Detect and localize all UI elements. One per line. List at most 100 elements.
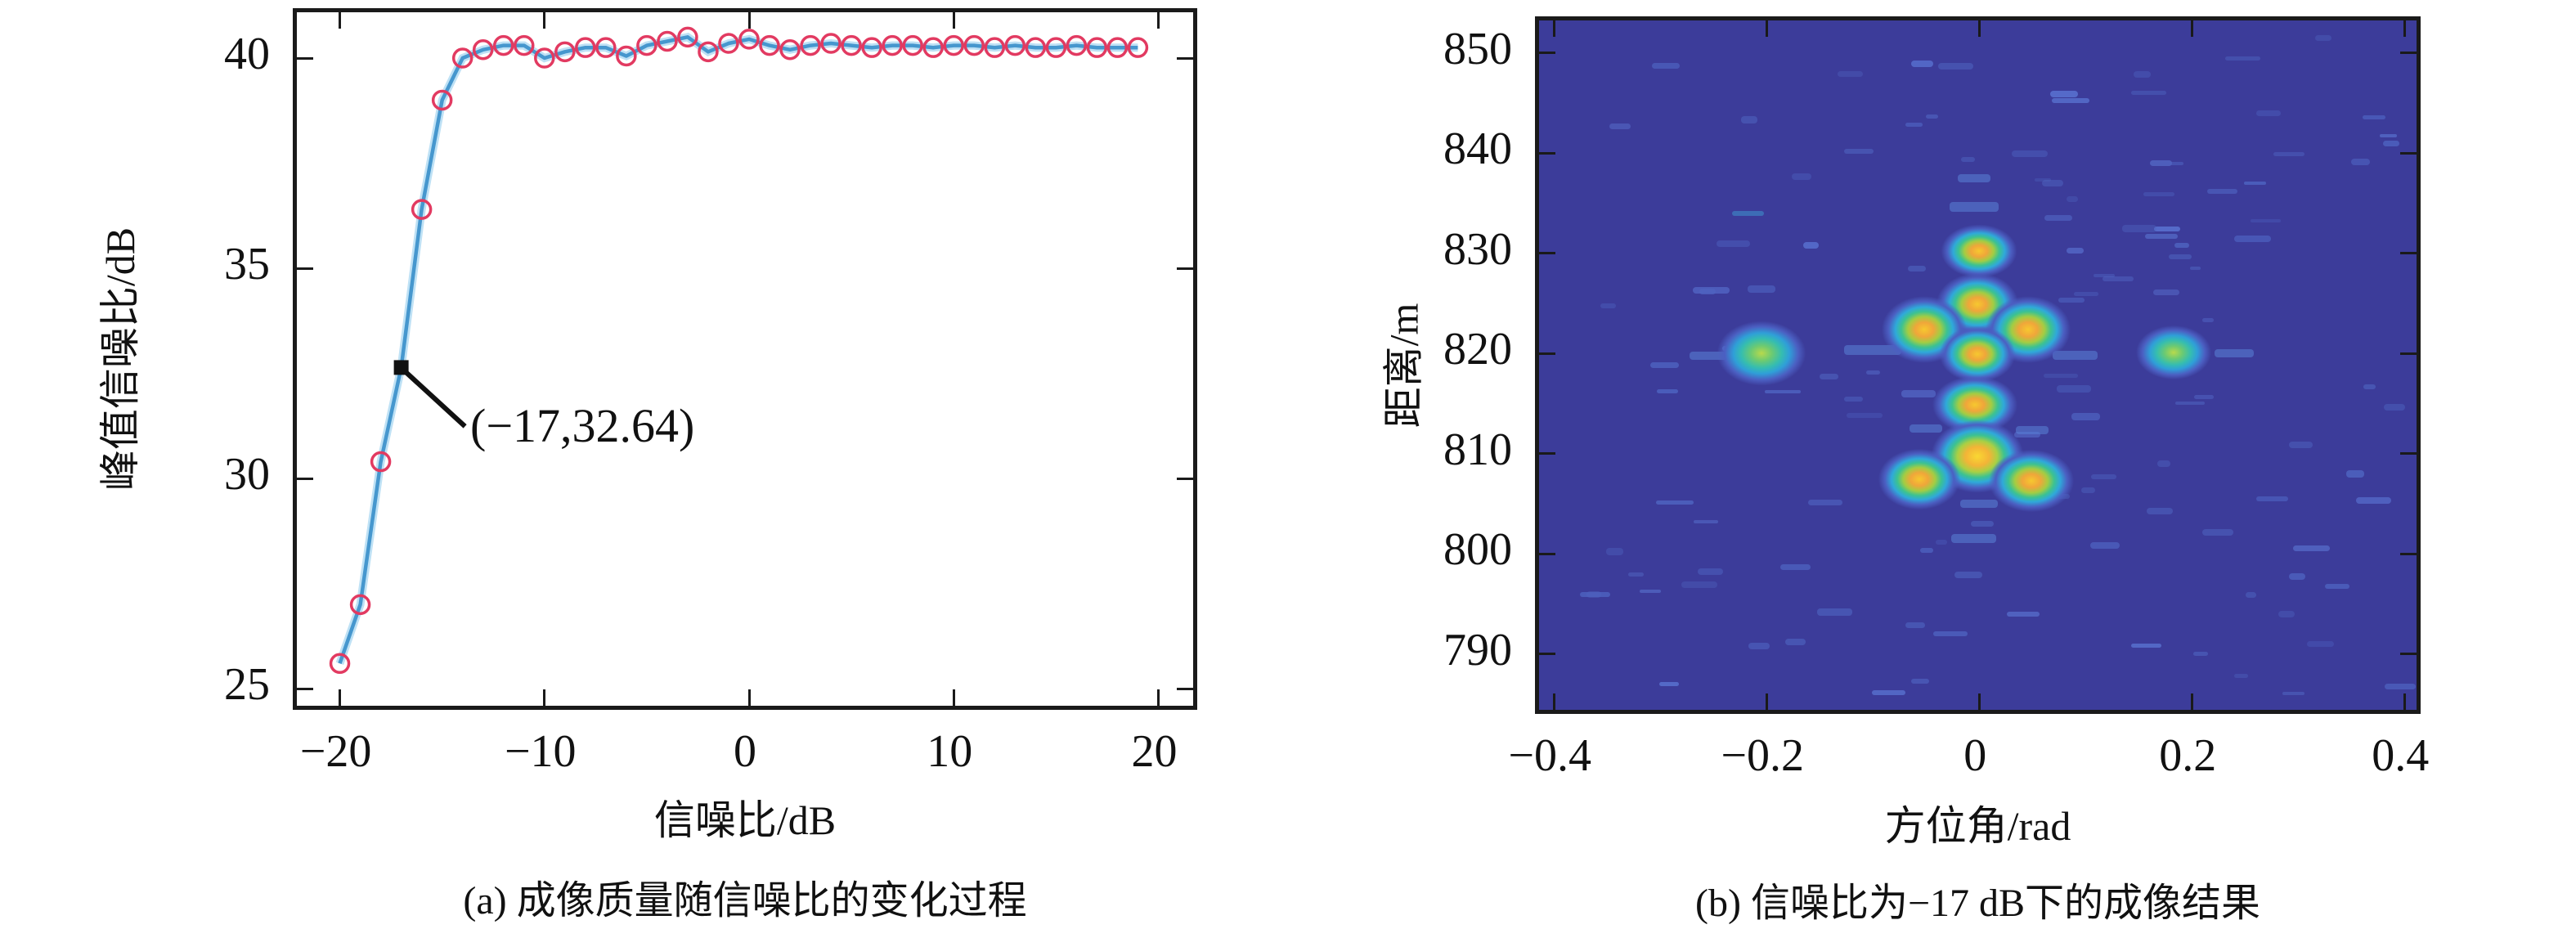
y-tick (297, 477, 313, 480)
noise-speckle (2192, 651, 2208, 657)
noise-speckle (2122, 225, 2157, 232)
noise-speckle (2174, 242, 2189, 248)
noise-speckle (2380, 133, 2398, 138)
target-blob (1985, 447, 2077, 514)
noise-speckle (1785, 639, 1806, 645)
x-tick (2190, 693, 2193, 710)
x-tick-mirror (1156, 12, 1160, 29)
noise-speckle (1609, 123, 1631, 130)
x-tick (952, 689, 955, 706)
caption-b: (b) 信噪比为−17 dB下的成像结果 (1694, 882, 2261, 925)
noise-speckle (2042, 179, 2063, 187)
noise-speckle (1925, 114, 1938, 119)
noise-speckle (2282, 691, 2305, 696)
noise-speckle (2156, 460, 2170, 468)
data-point-marker (616, 45, 637, 67)
y-tick-mirror (2400, 52, 2417, 55)
noise-speckle (2246, 592, 2256, 598)
noise-speckle (2067, 248, 2084, 254)
noise-speckle (1699, 288, 1717, 295)
noise-speckle (1656, 500, 1694, 505)
noise-speckle (2234, 673, 2249, 678)
noise-speckle (2102, 276, 2134, 281)
noise-speckle (1748, 642, 1770, 650)
noise-speckle (2314, 34, 2332, 41)
data-point-marker (534, 47, 555, 69)
data-point-marker (779, 39, 801, 61)
noise-speckle (2169, 161, 2184, 166)
noise-speckle (2145, 234, 2178, 240)
y-tick-mirror (1177, 687, 1193, 690)
noise-speckle (2324, 584, 2350, 589)
noise-speckle (1639, 589, 1662, 594)
data-point-marker (1086, 37, 1108, 58)
x-tick (747, 689, 751, 706)
y-tick-label: 30 (224, 449, 270, 500)
x-tick (1552, 693, 1555, 710)
noise-speckle (2050, 90, 2078, 98)
y-tick (297, 56, 313, 60)
x-tick-label: 10 (927, 726, 973, 777)
data-point-marker (657, 30, 678, 52)
noise-speckle (2012, 150, 2048, 158)
y-tick-mirror (1177, 56, 1193, 60)
x-tick-mirror (1765, 20, 1768, 37)
data-point-marker (411, 199, 433, 220)
noise-speckle (2194, 394, 2214, 399)
data-point-marker (943, 34, 964, 56)
noise-speckle (1747, 285, 1776, 294)
x-tick (1156, 689, 1160, 706)
x-tick (1977, 693, 1981, 710)
noise-speckle (2350, 158, 2371, 166)
y-tick (297, 267, 313, 270)
noise-speckle (2169, 254, 2192, 259)
y-tick (297, 687, 313, 690)
y-tick-mirror (2400, 252, 2417, 255)
plot-area-b (1535, 16, 2421, 714)
x-axis-label-a: 信噪比/dB (653, 797, 837, 843)
panel-a: (−17,32.64) 峰值信噪比/dB 信噪比/dB (a) 成像质量随信噪比… (97, 8, 1197, 922)
noise-speckle (2307, 641, 2335, 648)
target-blob (1875, 447, 1964, 513)
noise-speckle (2131, 91, 2166, 95)
x-tick-mirror (1977, 20, 1981, 37)
noise-speckle (1731, 211, 1765, 217)
y-tick (1539, 52, 1555, 55)
noise-speckle (1792, 173, 1811, 181)
data-point-marker (349, 594, 371, 616)
y-tick-label: 850 (1443, 23, 1512, 74)
noise-speckle (2255, 496, 2289, 502)
y-tick-label: 25 (224, 659, 270, 711)
noise-speckle (1954, 571, 1982, 578)
noise-speckle (2244, 181, 2266, 186)
caption-a: (a) 成像质量随信噪比的变化过程 (463, 879, 1027, 922)
noise-speckle (2071, 413, 2101, 420)
noise-speckle (1920, 547, 1933, 553)
sidelobe-streak (1910, 424, 1943, 433)
noise-speckle (2174, 401, 2206, 405)
noise-speckle (2363, 114, 2385, 119)
noise-speckle (1600, 303, 1616, 308)
noise-speckle (1659, 681, 1679, 687)
noise-speckle (2143, 192, 2174, 196)
annotation-leader-line (404, 370, 467, 429)
x-tick-label: −0.4 (1508, 730, 1591, 781)
data-point-marker (882, 34, 903, 56)
y-tick-label: 35 (224, 239, 270, 290)
sidelobe-streak (2016, 426, 2049, 435)
data-point-marker (861, 37, 882, 58)
data-point-marker (554, 41, 576, 63)
noise-speckle (2081, 487, 2095, 494)
noise-speckle (1694, 519, 1719, 524)
x-tick (543, 689, 546, 706)
x-tick-label: −0.2 (1721, 730, 1805, 781)
data-point-marker (1025, 37, 1047, 58)
data-point-marker (595, 37, 617, 58)
noise-speckle (2202, 528, 2234, 536)
x-tick-label: 0.2 (2159, 730, 2217, 781)
noise-speckle (1961, 156, 1975, 162)
noise-speckle (2090, 474, 2117, 479)
data-point-marker (329, 653, 351, 675)
noise-speckle (1905, 122, 1923, 127)
noise-speckle (2134, 70, 2152, 78)
